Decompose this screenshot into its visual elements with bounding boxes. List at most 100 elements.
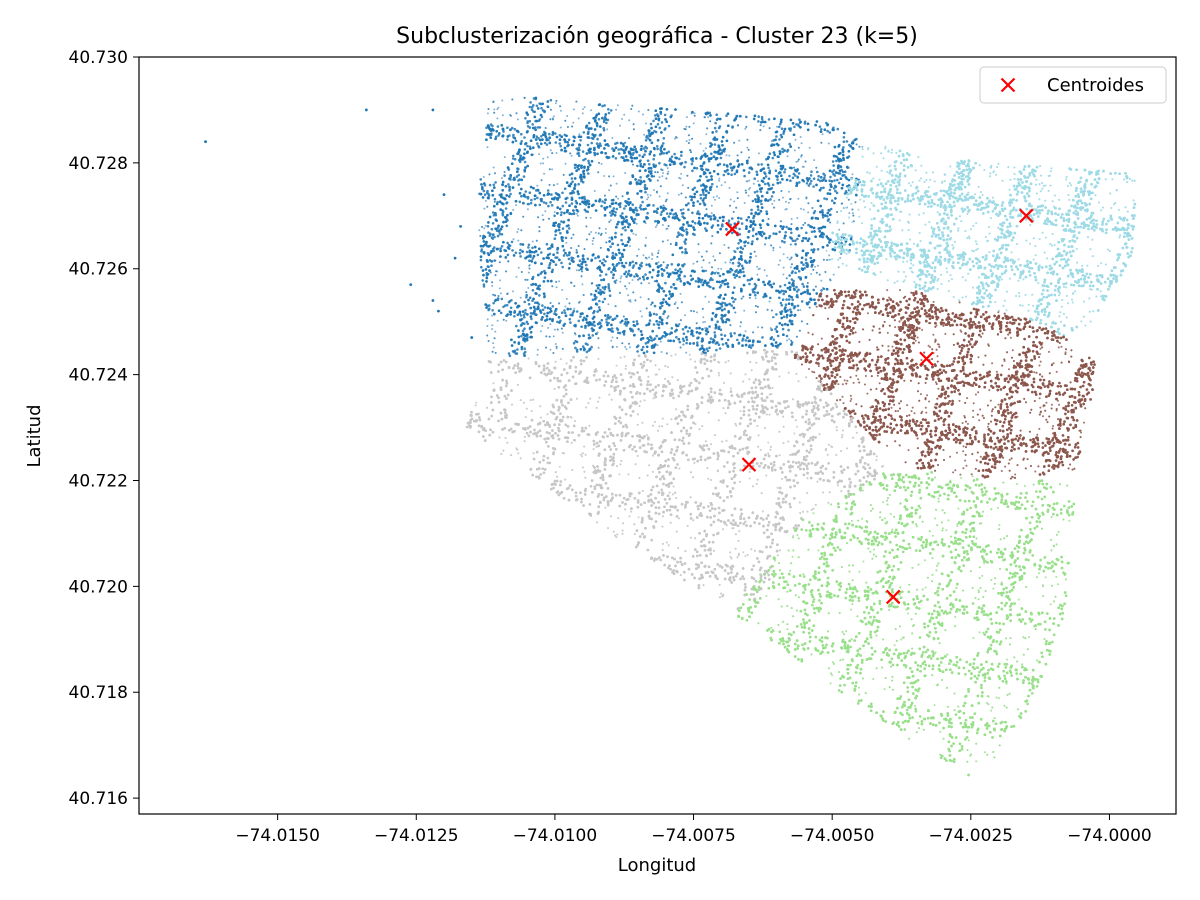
scatter-point	[721, 184, 723, 186]
scatter-point	[698, 251, 700, 253]
scatter-point	[611, 213, 614, 216]
scatter-point	[608, 221, 610, 223]
scatter-point	[513, 341, 516, 344]
scatter-point	[593, 324, 596, 327]
scatter-point	[701, 337, 704, 340]
scatter-point	[558, 259, 561, 262]
scatter-point	[621, 262, 624, 265]
scatter-point	[772, 232, 775, 235]
scatter-point	[687, 208, 690, 211]
scatter-point	[760, 210, 763, 213]
scatter-point	[755, 297, 757, 299]
scatter-point	[492, 101, 494, 103]
scatter-point	[533, 255, 536, 258]
scatter-point	[538, 146, 541, 149]
scatter-point	[829, 189, 832, 192]
scatter-point	[722, 136, 725, 139]
scatter-point	[815, 217, 818, 220]
scatter-point	[779, 181, 782, 184]
scatter-point	[644, 245, 646, 247]
scatter-point	[594, 120, 597, 123]
scatter-point	[782, 274, 784, 276]
scatter-point	[520, 314, 523, 317]
scatter-point	[502, 128, 505, 131]
scatter-point	[485, 200, 487, 202]
scatter-point	[838, 144, 841, 147]
scatter-point	[588, 307, 591, 310]
scatter-point	[616, 263, 619, 266]
scatter-point	[586, 321, 589, 324]
scatter-point	[623, 207, 626, 210]
scatter-point	[719, 118, 722, 121]
scatter-point	[592, 243, 594, 245]
scatter-point	[487, 245, 490, 248]
scatter-point	[805, 252, 808, 255]
scatter-point	[608, 237, 610, 239]
scatter-point	[646, 135, 649, 138]
scatter-point	[566, 231, 569, 234]
scatter-point	[594, 294, 597, 297]
scatter-point	[764, 284, 767, 287]
scatter-point	[520, 188, 523, 191]
scatter-point	[610, 340, 612, 342]
scatter-point	[651, 258, 653, 260]
scatter-point	[515, 252, 518, 255]
scatter-point	[744, 261, 747, 264]
scatter-point	[791, 299, 794, 302]
scatter-point	[495, 352, 497, 354]
scatter-point	[694, 222, 697, 225]
scatter-point	[711, 212, 713, 214]
scatter-point	[486, 192, 489, 195]
scatter-point	[812, 251, 815, 254]
scatter-point	[706, 179, 709, 182]
scatter-point	[777, 344, 780, 347]
scatter-point	[556, 347, 558, 349]
scatter-point	[615, 147, 618, 150]
points-layer	[204, 97, 1136, 777]
scatter-point	[698, 332, 701, 335]
scatter-point	[723, 297, 726, 300]
scatter-point	[790, 296, 793, 299]
scatter-point	[501, 298, 504, 301]
scatter-point	[731, 217, 734, 220]
scatter-point	[588, 122, 591, 125]
scatter-point	[642, 276, 645, 279]
scatter-point	[523, 194, 526, 197]
scatter-point	[842, 154, 845, 157]
scatter-point	[618, 203, 621, 206]
scatter-point	[626, 322, 629, 325]
scatter-point	[691, 138, 693, 140]
scatter-point	[637, 213, 640, 216]
scatter-point	[643, 163, 646, 166]
scatter-point	[596, 303, 599, 306]
scatter-point	[630, 108, 632, 110]
scatter-point	[492, 302, 495, 305]
scatter-point	[580, 174, 583, 177]
scatter-point	[613, 256, 616, 259]
scatter-point	[737, 242, 740, 245]
scatter-point	[707, 169, 710, 172]
scatter-point	[702, 316, 704, 318]
scatter-point	[667, 173, 669, 175]
scatter-point	[649, 319, 652, 322]
scatter-point	[789, 308, 792, 311]
scatter-point	[653, 313, 656, 316]
scatter-point	[674, 268, 677, 271]
scatter-point	[688, 224, 691, 227]
scatter-point	[545, 347, 547, 349]
scatter-point	[510, 311, 513, 314]
scatter-point	[589, 164, 592, 167]
scatter-point	[687, 187, 689, 189]
scatter-point	[591, 283, 593, 285]
scatter-point	[762, 168, 765, 171]
scatter-point	[719, 125, 722, 128]
scatter-point	[554, 329, 556, 331]
scatter-point	[493, 259, 496, 262]
scatter-point	[757, 205, 760, 208]
scatter-point	[603, 121, 606, 124]
scatter-point	[584, 198, 587, 201]
scatter-point	[771, 140, 773, 142]
scatter-point	[833, 155, 836, 158]
scatter-point	[734, 250, 737, 253]
scatter-point	[662, 298, 665, 301]
